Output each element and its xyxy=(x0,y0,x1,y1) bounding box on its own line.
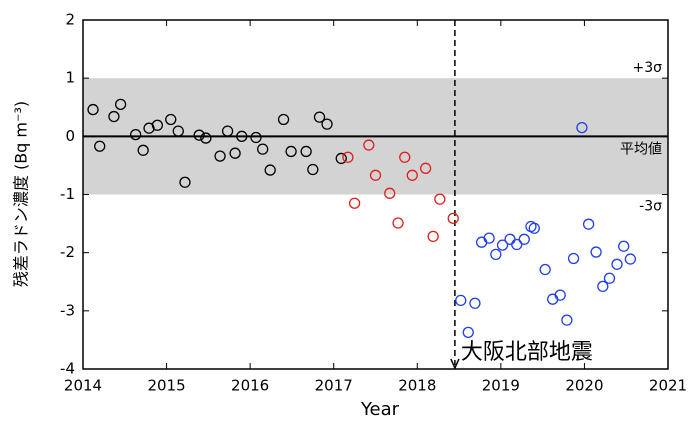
point xyxy=(214,150,226,162)
point xyxy=(165,113,177,126)
plot-frame xyxy=(82,19,669,370)
band-label: 平均値 xyxy=(620,141,662,157)
point xyxy=(590,246,602,258)
point xyxy=(547,293,559,305)
x-axis-label: Year xyxy=(360,399,400,420)
point xyxy=(511,238,523,251)
point xyxy=(504,233,516,245)
point xyxy=(193,129,205,141)
point xyxy=(603,272,616,284)
x-tick-label: 2019 xyxy=(482,377,520,395)
point xyxy=(475,236,488,248)
point xyxy=(469,297,481,309)
point xyxy=(200,132,212,144)
point xyxy=(87,103,99,116)
point xyxy=(624,253,637,265)
point xyxy=(419,162,432,174)
point xyxy=(108,110,120,123)
point xyxy=(447,212,459,224)
point xyxy=(250,131,262,144)
x-tick-label: 2015 xyxy=(147,377,185,395)
y-tick-label: -4 xyxy=(60,360,75,378)
point xyxy=(483,232,495,244)
x-tick-label: 2017 xyxy=(315,377,353,395)
x-tick-label: 2018 xyxy=(398,377,436,395)
point xyxy=(94,140,106,152)
x-tick-label: 2020 xyxy=(565,377,603,395)
point xyxy=(392,217,404,229)
x-tick-label: 2021 xyxy=(649,377,687,395)
point xyxy=(257,143,269,155)
band-label: +3σ xyxy=(632,60,662,76)
point xyxy=(221,125,234,137)
point xyxy=(554,289,566,301)
point xyxy=(348,197,361,209)
y-tick-label: 0 xyxy=(65,127,75,145)
point xyxy=(129,128,142,141)
y-tick-label: -3 xyxy=(60,301,75,319)
point xyxy=(285,145,297,158)
point xyxy=(300,145,312,158)
point xyxy=(455,294,467,307)
point xyxy=(399,151,411,163)
x-tick-label: 2016 xyxy=(231,377,269,395)
point xyxy=(539,263,551,276)
point xyxy=(434,193,446,205)
point xyxy=(462,326,474,339)
y-axis-label: 残差ラドン濃度 (Bq m⁻³) xyxy=(12,101,31,287)
point xyxy=(384,187,396,199)
point xyxy=(172,125,184,137)
point xyxy=(427,230,439,243)
point xyxy=(151,119,164,131)
point xyxy=(335,152,347,165)
point xyxy=(363,139,375,151)
point xyxy=(528,222,540,234)
point xyxy=(277,113,290,126)
x-tick-label: 2014 xyxy=(64,377,102,395)
point xyxy=(179,176,191,188)
point xyxy=(576,121,588,134)
y-tick-label: -1 xyxy=(60,185,75,203)
y-tick-label: 1 xyxy=(65,69,75,87)
point xyxy=(342,151,354,163)
point xyxy=(406,169,418,181)
point xyxy=(137,144,149,156)
point xyxy=(597,280,609,293)
point xyxy=(236,130,248,142)
point xyxy=(490,248,502,261)
point xyxy=(567,252,580,265)
point xyxy=(229,147,241,159)
point xyxy=(307,163,319,176)
point xyxy=(611,258,623,270)
point xyxy=(518,233,530,245)
point xyxy=(496,239,509,251)
point xyxy=(561,314,573,326)
y-tick-label: 2 xyxy=(65,11,75,29)
band-label: -3σ xyxy=(639,199,662,215)
event-label: 大阪北部地震 xyxy=(461,340,593,365)
event-arrow xyxy=(450,358,460,370)
point xyxy=(114,98,127,110)
y-tick-label: -2 xyxy=(60,243,75,261)
point xyxy=(369,169,382,181)
point xyxy=(618,240,630,252)
point xyxy=(582,218,595,230)
point xyxy=(321,118,333,130)
point xyxy=(264,164,276,176)
point xyxy=(313,111,326,123)
